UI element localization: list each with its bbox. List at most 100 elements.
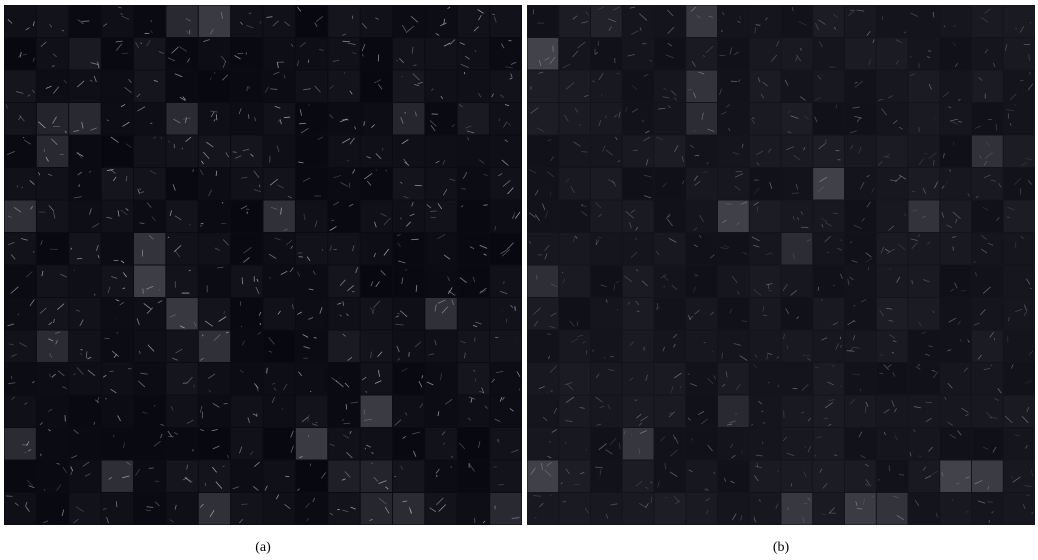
page: (a) (b) (() => { const data = JSON.parse… bbox=[0, 0, 1038, 560]
feature-tile bbox=[686, 266, 717, 298]
feature-tile bbox=[686, 103, 717, 135]
feature-tile bbox=[166, 298, 197, 330]
feature-tile bbox=[458, 6, 489, 38]
feature-tile bbox=[686, 331, 717, 363]
feature-tile bbox=[845, 331, 876, 363]
feature-tile bbox=[909, 201, 940, 233]
feature-tile bbox=[686, 363, 717, 395]
feature-tile bbox=[1004, 266, 1035, 298]
feature-tile bbox=[1004, 331, 1035, 363]
feature-tile bbox=[591, 103, 622, 135]
feature-tile bbox=[166, 233, 197, 265]
feature-tile bbox=[490, 461, 521, 493]
feature-tile bbox=[1004, 38, 1035, 70]
feature-tile bbox=[264, 461, 295, 493]
feature-tile bbox=[813, 103, 844, 135]
feature-stroke bbox=[116, 501, 117, 507]
feature-tile bbox=[940, 6, 971, 38]
feature-tile bbox=[686, 461, 717, 493]
feature-tile bbox=[37, 38, 68, 70]
feature-tile bbox=[972, 38, 1003, 70]
feature-tile bbox=[231, 38, 262, 70]
feature-tile bbox=[623, 331, 654, 363]
feature-tile bbox=[328, 396, 359, 428]
feature-tile bbox=[166, 103, 197, 135]
feature-tile bbox=[655, 266, 686, 298]
feature-tile bbox=[231, 331, 262, 363]
feature-tile bbox=[686, 233, 717, 265]
feature-tile bbox=[940, 168, 971, 200]
feature-tile bbox=[102, 71, 133, 103]
feature-tile bbox=[393, 136, 424, 168]
feature-stroke bbox=[169, 141, 170, 143]
feature-tile bbox=[37, 201, 68, 233]
feature-tile bbox=[166, 461, 197, 493]
feature-tile bbox=[909, 493, 940, 525]
feature-tile bbox=[393, 233, 424, 265]
feature-tile bbox=[134, 363, 165, 395]
feature-stroke bbox=[259, 185, 260, 188]
feature-tile bbox=[623, 266, 654, 298]
feature-tile bbox=[877, 233, 908, 265]
feature-tile bbox=[1004, 396, 1035, 428]
feature-tile bbox=[1004, 461, 1035, 493]
feature-stroke bbox=[282, 408, 283, 409]
feature-tile bbox=[623, 233, 654, 265]
feature-tile bbox=[591, 201, 622, 233]
feature-tile bbox=[134, 461, 165, 493]
feature-tile bbox=[458, 461, 489, 493]
feature-stroke bbox=[562, 272, 563, 273]
feature-tile bbox=[458, 298, 489, 330]
feature-tile bbox=[5, 136, 36, 168]
feature-tile bbox=[909, 71, 940, 103]
feature-tile bbox=[69, 233, 100, 265]
feature-tile bbox=[37, 168, 68, 200]
feature-tile bbox=[718, 331, 749, 363]
feature-tile bbox=[972, 136, 1003, 168]
feature-tile bbox=[37, 71, 68, 103]
feature-tile bbox=[623, 38, 654, 70]
feature-tile bbox=[623, 396, 654, 428]
feature-tile bbox=[718, 168, 749, 200]
feature-tile bbox=[69, 298, 100, 330]
feature-tile bbox=[972, 428, 1003, 460]
feature-tile bbox=[623, 461, 654, 493]
feature-tile bbox=[813, 331, 844, 363]
feature-tile bbox=[328, 233, 359, 265]
feature-tile bbox=[425, 71, 456, 103]
feature-tile bbox=[231, 136, 262, 168]
feature-tile bbox=[134, 103, 165, 135]
feature-tile bbox=[361, 298, 392, 330]
feature-tile bbox=[296, 38, 327, 70]
feature-tile bbox=[393, 201, 424, 233]
feature-tile bbox=[623, 201, 654, 233]
feature-tile bbox=[296, 266, 327, 298]
feature-tile bbox=[199, 71, 230, 103]
feature-tile bbox=[393, 103, 424, 135]
feature-tile bbox=[528, 38, 559, 70]
feature-tile bbox=[37, 396, 68, 428]
feature-tile bbox=[528, 266, 559, 298]
feature-tile bbox=[1004, 103, 1035, 135]
feature-tile bbox=[490, 6, 521, 38]
feature-tile bbox=[782, 168, 813, 200]
feature-tile bbox=[102, 6, 133, 38]
feature-tile bbox=[166, 71, 197, 103]
feature-tile bbox=[972, 461, 1003, 493]
feature-tile bbox=[782, 331, 813, 363]
feature-tile bbox=[458, 493, 489, 525]
feature-tile bbox=[972, 71, 1003, 103]
feature-tile bbox=[199, 428, 230, 460]
feature-tile bbox=[686, 201, 717, 233]
feature-stroke bbox=[224, 403, 228, 404]
feature-tile bbox=[393, 493, 424, 525]
feature-tile bbox=[528, 396, 559, 428]
feature-stroke bbox=[912, 280, 913, 284]
feature-tile bbox=[813, 428, 844, 460]
feature-tile bbox=[909, 136, 940, 168]
feature-tile bbox=[5, 363, 36, 395]
feature-tile bbox=[877, 103, 908, 135]
feature-tile bbox=[199, 136, 230, 168]
feature-tile bbox=[69, 493, 100, 525]
feature-tile bbox=[813, 493, 844, 525]
